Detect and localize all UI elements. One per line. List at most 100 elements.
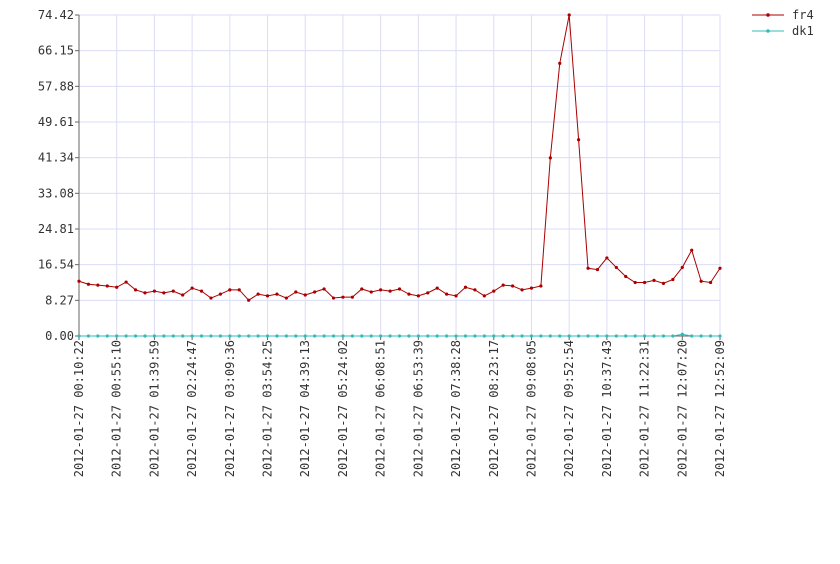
data-point [247, 334, 251, 338]
data-point [454, 334, 458, 338]
data-point [567, 334, 571, 338]
data-point [501, 334, 505, 338]
data-point [633, 280, 637, 285]
data-point [360, 334, 364, 338]
data-point [303, 293, 307, 297]
data-point [379, 334, 383, 338]
data-point [463, 334, 468, 338]
data-point [548, 156, 552, 160]
data-point [228, 334, 232, 338]
data-point [171, 334, 175, 338]
data-point [473, 334, 477, 338]
data-point [633, 334, 637, 338]
data-point [445, 292, 449, 296]
data-point [407, 334, 411, 338]
data-point [492, 289, 496, 293]
data-point [237, 288, 241, 292]
data-point [548, 334, 552, 338]
data-point [708, 280, 713, 285]
data-point [539, 334, 543, 338]
data-point [115, 285, 119, 289]
data-point [539, 284, 543, 288]
data-point [642, 280, 647, 285]
data-point [624, 274, 628, 279]
data-point [369, 334, 373, 338]
data-point [416, 334, 420, 338]
data-point [558, 61, 562, 65]
data-point [605, 334, 609, 338]
legend-dot [766, 29, 770, 33]
data-point [671, 334, 675, 338]
data-point [247, 298, 251, 302]
x-tick-label: 2012-01-27 00:55:10 [110, 340, 124, 477]
data-point [388, 289, 392, 293]
x-tick-label: 2012-01-27 12:52:09 [713, 340, 727, 477]
data-point [586, 266, 590, 270]
data-point [435, 334, 439, 338]
data-point [671, 277, 675, 282]
data-point [652, 334, 656, 338]
data-point [520, 334, 524, 338]
data-point [511, 334, 515, 338]
data-point [661, 281, 666, 285]
data-point [595, 334, 600, 338]
data-point [454, 294, 458, 298]
y-tick-label: 8.27 [45, 293, 74, 307]
data-point [152, 334, 157, 338]
data-point [105, 334, 109, 338]
y-tick-label: 41.34 [38, 151, 74, 165]
data-point [77, 279, 81, 283]
y-tick-label: 66.15 [38, 44, 74, 58]
data-point [718, 266, 722, 270]
x-tick-label: 2012-01-27 01:39:59 [147, 340, 161, 477]
x-tick-label: 2012-01-27 07:38:28 [449, 340, 463, 477]
data-point [690, 248, 694, 252]
data-point [680, 332, 684, 336]
data-point [473, 288, 477, 292]
data-point [379, 288, 383, 292]
data-point [699, 334, 703, 338]
data-point [322, 334, 326, 338]
data-point [577, 138, 581, 142]
data-point [181, 293, 185, 297]
data-point [511, 284, 515, 288]
data-point [642, 334, 647, 338]
x-tick-label: 2012-01-27 06:08:51 [374, 340, 388, 477]
data-point [256, 334, 260, 338]
data-point [190, 334, 194, 338]
data-point [614, 265, 618, 270]
data-point [190, 286, 194, 290]
data-point [350, 295, 354, 299]
data-point [482, 334, 486, 338]
x-tick-label: 2012-01-27 05:24:02 [336, 340, 350, 477]
data-point [699, 279, 703, 283]
data-point [331, 334, 336, 338]
data-point [218, 334, 222, 338]
data-point [294, 290, 298, 294]
legend-label: dk1 [792, 24, 814, 38]
data-point [397, 287, 402, 291]
x-tick-label: 2012-01-27 06:53:39 [411, 340, 425, 477]
data-point [115, 334, 119, 338]
data-point [162, 334, 166, 338]
data-point [124, 334, 128, 338]
y-tick-label: 0.00 [45, 329, 74, 343]
legend-label: fr4 [792, 8, 814, 22]
data-point [199, 334, 204, 338]
data-point [501, 283, 505, 287]
data-point [86, 334, 91, 338]
data-point [265, 334, 270, 338]
data-point [218, 292, 222, 296]
data-point [435, 286, 439, 290]
x-tick-label: 2012-01-27 02:24:47 [185, 340, 199, 477]
data-point [341, 295, 345, 299]
data-point [86, 282, 91, 286]
legend-dot [766, 13, 770, 17]
data-point [143, 334, 147, 338]
data-point [492, 334, 496, 338]
data-point [275, 292, 279, 296]
data-point [529, 334, 534, 338]
data-point [482, 294, 486, 298]
x-tick-label: 2012-01-27 12:07:20 [675, 340, 689, 477]
data-point [341, 334, 345, 338]
